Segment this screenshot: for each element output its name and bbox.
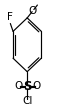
Text: O: O	[32, 81, 40, 91]
Text: O: O	[29, 6, 37, 16]
Text: F: F	[7, 12, 13, 22]
Text: Cl: Cl	[22, 96, 32, 106]
Text: S: S	[23, 80, 31, 93]
Text: O: O	[14, 81, 23, 91]
